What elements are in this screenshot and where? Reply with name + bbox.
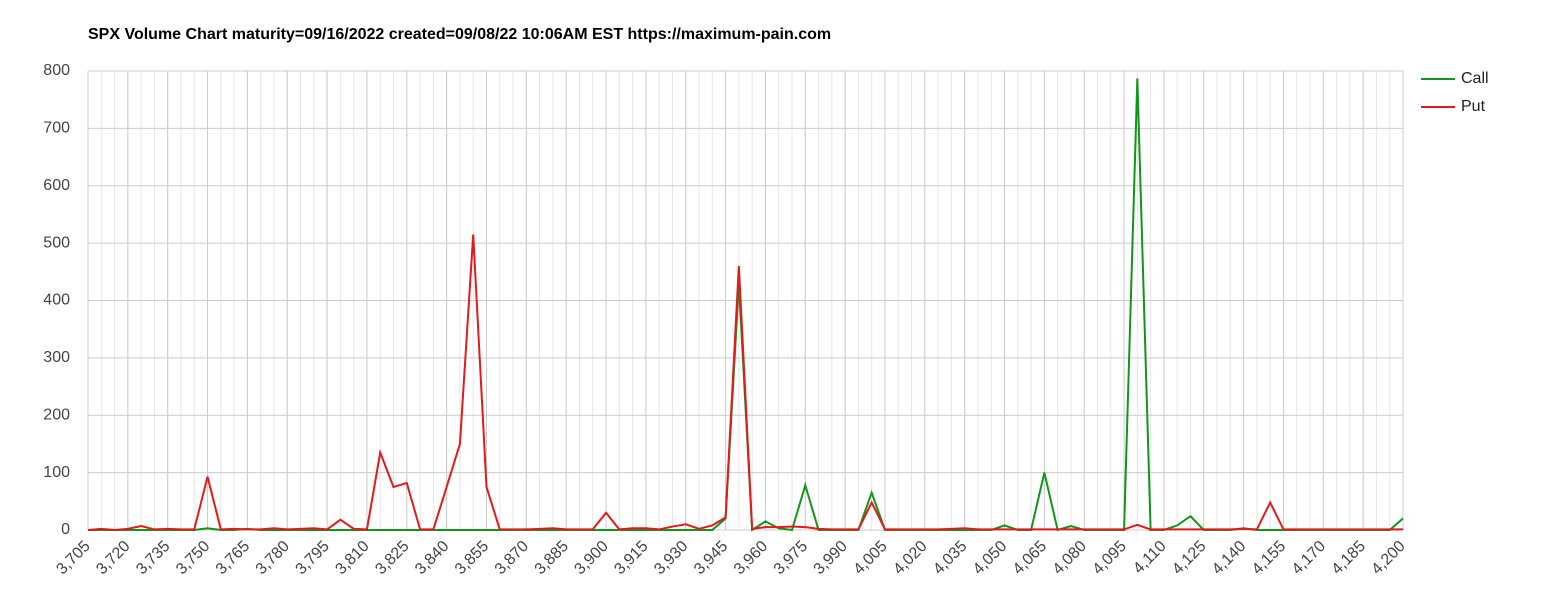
x-tick-label: 3,735	[133, 538, 173, 578]
x-tick-label: 3,795	[293, 538, 333, 578]
x-tick-label: 3,900	[572, 538, 612, 578]
x-tick-label: 4,170	[1289, 538, 1329, 578]
y-tick-label: 200	[43, 406, 70, 423]
x-tick-label: 4,005	[850, 538, 890, 578]
x-tick-label: 4,020	[890, 538, 930, 578]
x-tick-label: 3,780	[253, 538, 293, 578]
line-series	[88, 78, 1404, 532]
x-tick-label: 4,095	[1090, 538, 1130, 578]
y-tick-label: 300	[43, 349, 70, 366]
legend-label: Call	[1461, 70, 1489, 87]
x-tick-label: 3,915	[611, 538, 651, 578]
x-tick-label: 3,870	[492, 538, 532, 578]
y-tick-label: 700	[43, 120, 70, 137]
x-tick-label: 4,110	[1130, 538, 1170, 578]
y-tick-label: 600	[43, 177, 70, 194]
x-tick-label: 3,825	[372, 538, 412, 578]
x-tick-label: 3,990	[811, 538, 851, 578]
y-tick-label: 500	[43, 234, 70, 251]
y-tick-label: 400	[43, 292, 70, 309]
x-tick-label: 4,140	[1209, 538, 1249, 578]
x-tick-label: 3,930	[651, 538, 691, 578]
x-tick-label: 4,185	[1329, 538, 1369, 578]
x-tick-label: 3,855	[452, 538, 492, 578]
x-tick-label: 4,200	[1368, 538, 1408, 578]
line-series	[87, 234, 1403, 532]
x-tick-label: 3,705	[53, 538, 93, 578]
x-tick-label: 4,125	[1169, 538, 1209, 578]
x-tick-label: 4,080	[1050, 538, 1090, 578]
x-tick-label: 3,810	[332, 538, 372, 578]
x-tick-label: 3,750	[173, 538, 213, 578]
y-tick-label: 100	[43, 464, 70, 481]
x-tick-label: 3,720	[93, 538, 133, 578]
y-tick-label: 0	[61, 521, 70, 538]
x-tick-label: 3,960	[731, 538, 771, 578]
x-tick-label: 3,945	[691, 538, 731, 578]
y-tick-label: 800	[43, 62, 70, 79]
x-tick-label: 4,065	[1010, 538, 1050, 578]
x-tick-label: 4,155	[1249, 538, 1289, 578]
x-tick-label: 3,840	[412, 538, 452, 578]
x-tick-label: 4,050	[970, 538, 1010, 578]
x-tick-label: 3,975	[771, 538, 811, 578]
x-tick-label: 3,765	[213, 538, 253, 578]
x-tick-label: 3,885	[532, 538, 572, 578]
chart-title: SPX Volume Chart maturity=09/16/2022 cre…	[88, 26, 831, 43]
x-tick-label: 4,035	[930, 538, 970, 578]
legend-label: Put	[1461, 98, 1486, 115]
